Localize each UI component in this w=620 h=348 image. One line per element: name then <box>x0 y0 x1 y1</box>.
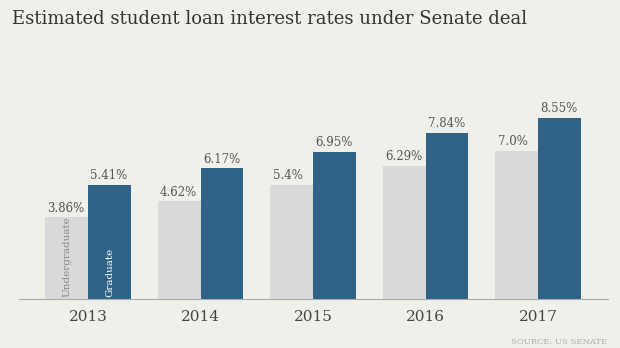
Text: 6.29%: 6.29% <box>385 150 422 163</box>
Text: Undergraduate: Undergraduate <box>62 216 71 297</box>
Text: 3.86%: 3.86% <box>48 202 85 215</box>
Bar <box>313 152 356 299</box>
Text: 5.4%: 5.4% <box>273 169 303 182</box>
Bar <box>88 184 131 299</box>
Text: 7.0%: 7.0% <box>498 135 528 148</box>
Bar <box>383 166 425 299</box>
Bar <box>158 201 201 299</box>
Text: 8.55%: 8.55% <box>541 102 578 116</box>
Text: 6.17%: 6.17% <box>203 153 240 166</box>
Text: 4.62%: 4.62% <box>160 186 197 199</box>
Text: 6.95%: 6.95% <box>316 136 353 149</box>
Bar <box>201 168 244 299</box>
Bar <box>538 118 581 299</box>
Text: Estimated student loan interest rates under Senate deal: Estimated student loan interest rates un… <box>12 10 528 29</box>
Bar <box>495 151 538 299</box>
Bar <box>45 218 88 299</box>
Text: SOURCE: US SENATE: SOURCE: US SENATE <box>512 338 608 346</box>
Text: 7.84%: 7.84% <box>428 117 465 130</box>
Bar <box>425 133 468 299</box>
Text: 5.41%: 5.41% <box>91 169 128 182</box>
Bar <box>270 185 313 299</box>
Text: Graduate: Graduate <box>105 248 114 297</box>
